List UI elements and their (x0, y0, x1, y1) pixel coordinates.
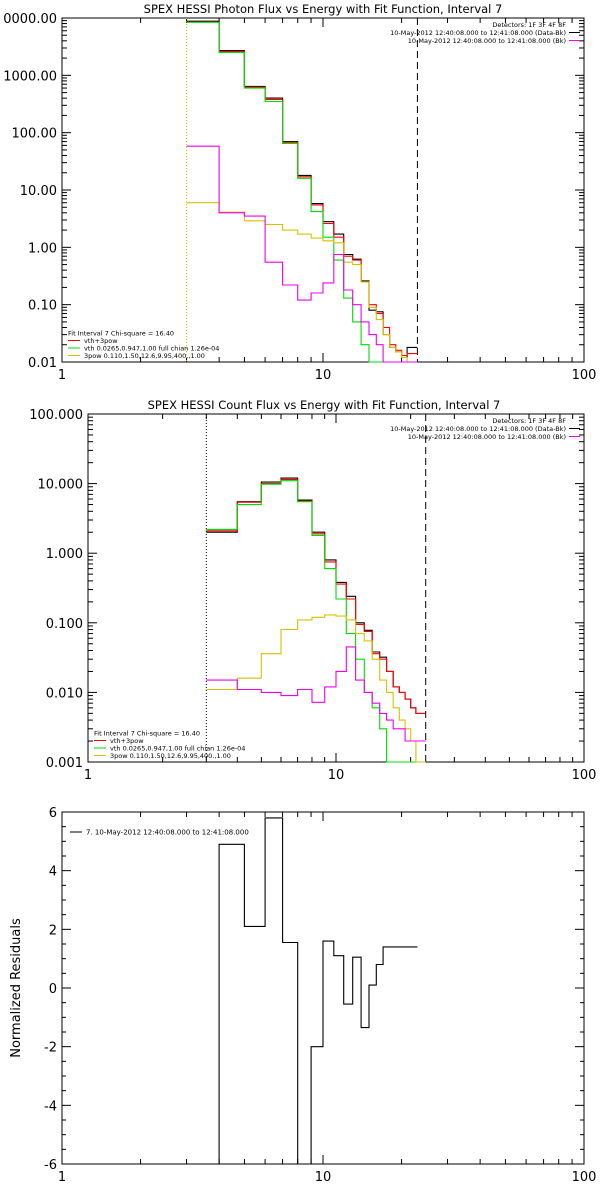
y-tick-label: 0.10 (28, 299, 57, 314)
x-tick-label: 100 (572, 1170, 597, 1185)
x-tick-label: 1 (84, 768, 92, 783)
legend-line: 10-May-2012 12:40:08.000 to 12:41:08.000… (408, 37, 566, 45)
x-tick-label: 100 (572, 368, 597, 383)
x-tick-label: 10 (315, 1170, 332, 1185)
y-tick-label: 0000.00 (3, 12, 57, 27)
y-axis: 0000.00 1000.00 100.00 10.00 1.00 0.10 0.01 (3, 12, 584, 371)
x-tick-label: 100 (572, 768, 597, 783)
y-tick-label: 100.000 (29, 408, 83, 423)
y-axis: 100.000 10.000 1.000 0.100 0.010 0.001 (29, 408, 584, 771)
series-line-2 (186, 21, 418, 357)
chart-3: 1 10 100 6 4 2 0 -2 -4 -6 Normalized Residuals 7. 1… (9, 806, 596, 1185)
series-line-5 (206, 646, 426, 742)
x-axis: 1 10 100 (58, 812, 597, 1185)
plot-frame (61, 17, 585, 363)
legend-line: vth+3pow (110, 737, 144, 745)
series-line-1 (186, 817, 418, 1165)
legend-line: 10-May-2012 12:40:08.000 to 12:41:08.000… (390, 425, 566, 433)
y-tick-label: 0.010 (46, 686, 83, 701)
chart-2: SPEX HESSI Count Flux vs Energy with Fit… (29, 398, 596, 783)
x-tick-label: 10 (315, 368, 332, 383)
y-tick-label: -4 (44, 1099, 57, 1114)
y-tick-label: 0.001 (46, 756, 83, 771)
y-tick-label: 2 (49, 923, 57, 938)
y-tick-label: 10.00 (20, 184, 57, 199)
y-tick-label: 0.100 (46, 617, 83, 632)
y-tick-label: 1.00 (28, 241, 57, 256)
y-tick-label: 0 (49, 982, 57, 997)
legend-line: vth+3pow (84, 337, 118, 345)
y-tick-label: 1000.00 (3, 69, 57, 84)
legend-line: Fit Interval 7 Chi-square = 16.40 (94, 730, 200, 738)
series-line-4 (206, 614, 426, 763)
legend-line: Fit Interval 7 Chi-square = 16.40 (68, 330, 174, 338)
y-tick-label: 1.000 (46, 547, 83, 562)
y-tick-label: 0.01 (28, 356, 57, 371)
x-axis: 1 10 100 (84, 414, 597, 783)
legend-line: vth 0.0265,0.947,1.00 full chian 1.26e-0… (84, 345, 219, 353)
y-tick-label: 6 (49, 806, 57, 821)
y-tick-label: 4 (49, 865, 57, 880)
x-tick-label: 10 (328, 768, 345, 783)
y-tick-label: 10.000 (38, 478, 84, 493)
legend-line: 3pow 0.110,1.50,12.6,9.95,400.,1.00 (110, 752, 231, 760)
series-line-4 (186, 202, 418, 363)
legend-line: 7. 10-May-2012 12:40:08.000 to 12:41:08.… (86, 829, 249, 837)
x-tick-label: 1 (58, 1170, 66, 1185)
legend-line: 10-May-2012 12:40:08.000 to 12:41:08.000… (408, 433, 566, 441)
y-tick-label: -6 (44, 1158, 57, 1173)
series-line-3 (186, 21, 418, 363)
chart-title: SPEX HESSI Photon Flux vs Energy with Fi… (144, 2, 503, 16)
series-line-2 (206, 478, 426, 714)
x-tick-label: 1 (58, 368, 66, 383)
legend-line: 3pow 0.110,1.50,12.6,9.95,400.,1.00 (84, 352, 205, 360)
y-tick-label: 100.00 (12, 127, 58, 142)
x-axis: 1 10 100 (58, 18, 597, 383)
y-tick-label: -2 (44, 1041, 57, 1056)
chart-1: SPEX HESSI Photon Flux vs Energy with Fi… (3, 2, 596, 383)
y-axis: 6 4 2 0 -2 -4 -6 (44, 806, 584, 1173)
legend-line: Detectors: 1F 3F 4F 8F (492, 417, 566, 425)
legend-line: vth 0.0265,0.947,1.00 full chian 1.26e-0… (110, 745, 245, 753)
chart-title: SPEX HESSI Count Flux vs Energy with Fit… (148, 398, 501, 412)
legend-line: Detectors: 1F 3F 4F 8F (492, 21, 566, 29)
series-line-3 (206, 480, 426, 763)
legend-line: 10-May-2012 12:40:08.000 to 12:41:08.000… (390, 29, 566, 37)
series-line-1 (186, 20, 418, 359)
series-line-5 (186, 145, 418, 363)
y-axis-label: Normalized Residuals (9, 918, 24, 1058)
